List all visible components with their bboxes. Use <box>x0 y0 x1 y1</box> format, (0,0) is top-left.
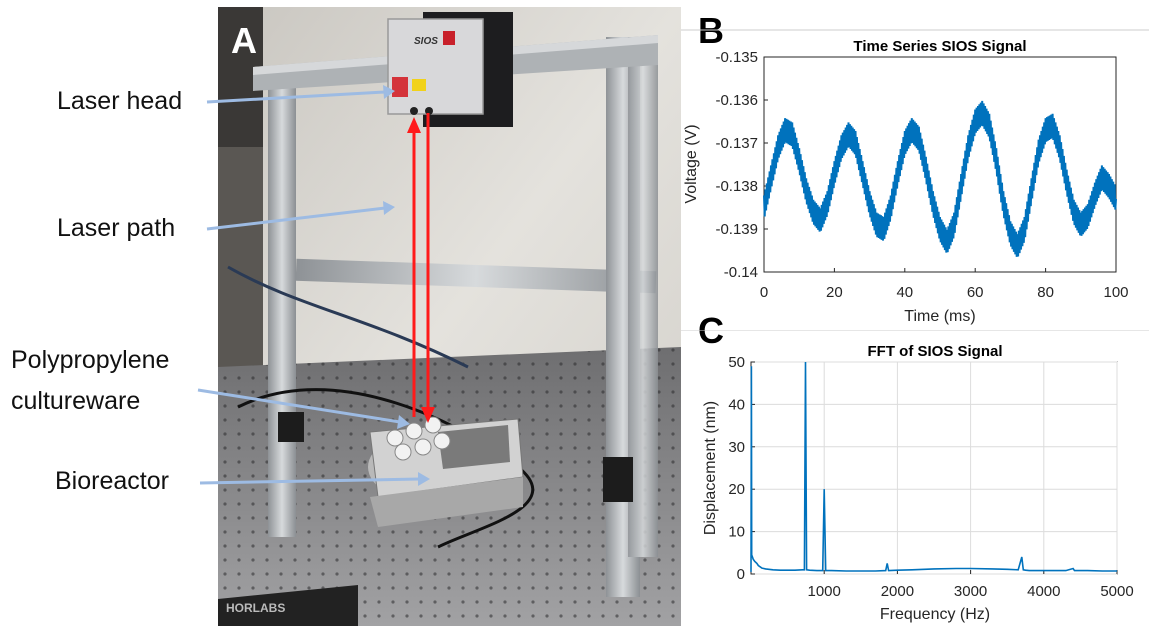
label-laser-head: Laser head <box>57 87 183 115</box>
chart-b-xtick-label: 80 <box>1037 284 1054 301</box>
chart-c-ylabel: Displacement (nm) <box>702 401 719 535</box>
chart-c-xtick-label: 3000 <box>954 583 987 600</box>
chart-b-xtick-label: 100 <box>1103 284 1128 301</box>
fft-chart: FFT of SIOS Signal 0 10 20 30 40 50 1000 2000 3… <box>681 330 1149 623</box>
chart-c-title: FFT of SIOS Signal <box>868 343 1003 360</box>
chart-c-ytick-label: 0 <box>737 566 745 583</box>
label-cultureware-line1: Polypropylene <box>11 346 170 374</box>
chart-b-title: Time Series SIOS Signal <box>853 38 1026 55</box>
chart-c-plot-area <box>750 361 1118 575</box>
time-series-chart: Time Series SIOS Signal -0.135 -0.136 -0.1… <box>681 29 1149 325</box>
chart-b-xlabel: Time (ms) <box>904 308 975 325</box>
label-cultureware-line2: cultureware <box>11 387 141 415</box>
chart-c-ytick-label: 10 <box>728 524 745 541</box>
chart-b-ytick-label: -0.135 <box>715 49 758 66</box>
chart-b-ytick-label: -0.14 <box>724 264 758 281</box>
chart-b-xtick-label: 0 <box>760 284 768 301</box>
chart-b-ytick-label: -0.138 <box>715 178 758 195</box>
chart-b-ytick-label: -0.137 <box>715 135 758 152</box>
chart-c-ytick-label: 40 <box>728 396 745 413</box>
chart-c-ytick-label: 20 <box>728 481 745 498</box>
chart-c-xtick-label: 2000 <box>881 583 914 600</box>
panel-letter-a: A <box>231 20 257 61</box>
chart-b-xtick-label: 20 <box>826 284 843 301</box>
chart-b-xtick-label: 40 <box>896 284 913 301</box>
chart-b-xtick-label: 60 <box>967 284 984 301</box>
chart-c-ytick-label: 30 <box>728 439 745 456</box>
chart-c-series-line <box>750 361 1117 572</box>
label-bioreactor: Bioreactor <box>55 467 169 495</box>
table-brand-text: HORLABS <box>226 601 285 615</box>
sios-logo-text: SIOS <box>414 36 438 47</box>
chart-c-xlabel: Frequency (Hz) <box>880 606 990 623</box>
chart-c-xtick-label: 5000 <box>1100 583 1133 600</box>
chart-c-xtick-label: 4000 <box>1027 583 1060 600</box>
chart-c-ytick-label: 50 <box>728 354 745 371</box>
chart-c-xtick-label: 1000 <box>808 583 841 600</box>
chart-b-ylabel: Voltage (V) <box>683 124 700 203</box>
chart-b-ytick-label: -0.136 <box>715 92 758 109</box>
apparatus-photo: HORLABS SIOS <box>218 7 681 626</box>
laser-beam-arrows <box>407 113 435 423</box>
chart-b-ytick-label: -0.139 <box>715 221 758 238</box>
chart-b-series-line <box>763 100 1117 257</box>
label-laser-path: Laser path <box>57 214 176 242</box>
